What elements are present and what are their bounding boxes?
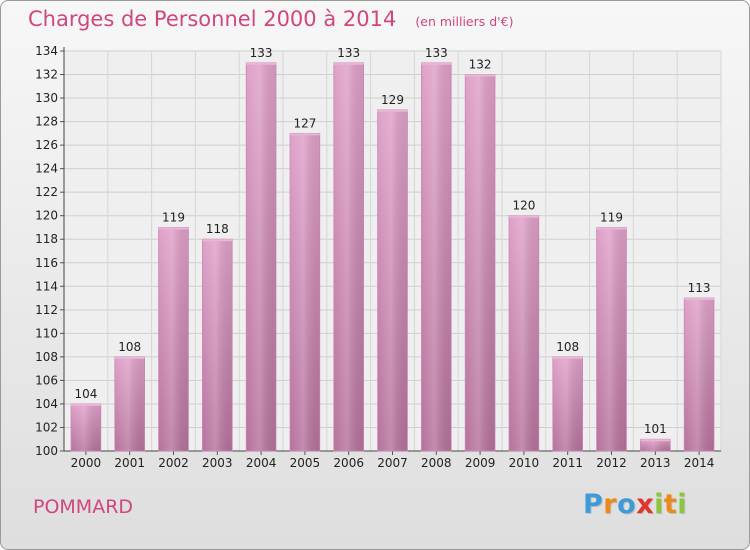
bars (70, 62, 715, 452)
bar-top-highlight (202, 239, 233, 242)
title-row: Charges de Personnel 2000 à 2014 (en mil… (28, 7, 513, 31)
logo-letter: P (583, 489, 604, 520)
x-tick-label: 2006 (333, 456, 364, 470)
bar-top-highlight (509, 215, 539, 218)
y-tick-label: 114 (35, 279, 58, 293)
bar-top-highlight (290, 133, 320, 136)
bar-sheen (509, 215, 539, 451)
x-tick-label: 2009 (465, 456, 496, 470)
y-tick-label: 110 (35, 326, 58, 340)
bar-sheen (333, 62, 364, 451)
data-label: 132 (469, 58, 492, 72)
x-tick-label: 2008 (421, 456, 452, 470)
bar-sheen (377, 109, 408, 451)
x-tick-label: 2002 (158, 456, 189, 470)
logo-letter: r (603, 489, 618, 520)
logo-letter: i (677, 489, 688, 520)
chart-title: Charges de Personnel 2000 à 2014 (28, 7, 397, 31)
data-label: 113 (688, 281, 711, 295)
data-label: 118 (206, 222, 229, 236)
bar-top-highlight (114, 356, 145, 359)
x-tick-label: 2011 (552, 456, 583, 470)
y-tick-label: 102 (35, 420, 58, 434)
bar-sheen (684, 298, 714, 451)
y-tick-label: 132 (35, 68, 58, 82)
bar-sheen (71, 403, 101, 451)
bar-sheen (114, 356, 145, 451)
data-label: 120 (512, 199, 535, 213)
bar-top-highlight (377, 109, 408, 112)
x-tick-label: 2013 (640, 456, 671, 470)
x-tick-label: 2007 (377, 456, 408, 470)
bar-sheen (596, 227, 627, 451)
data-label: 119 (162, 210, 185, 224)
y-tick-label: 100 (35, 444, 58, 458)
bar-top-highlight (465, 74, 495, 77)
y-tick-label: 134 (35, 44, 58, 58)
bar-sheen (640, 439, 671, 451)
x-tick-label: 2000 (71, 456, 102, 470)
y-tick-label: 106 (35, 373, 58, 387)
data-label: 108 (118, 340, 141, 354)
bar-sheen (246, 62, 276, 451)
y-tick-label: 128 (35, 115, 58, 129)
x-tick-label: 2010 (509, 456, 540, 470)
bar-top-highlight (552, 356, 583, 359)
bar-top-highlight (158, 227, 189, 230)
labels: 100 102 104 106 108 110 112 114 116 118 120 122 124 1… (35, 44, 714, 470)
data-label: 127 (293, 116, 316, 130)
logo-letter: i (654, 489, 664, 520)
data-label: 133 (337, 46, 360, 60)
bar-top-highlight (596, 227, 627, 230)
bar-sheen (421, 62, 452, 451)
data-label: 104 (74, 387, 97, 401)
data-label: 133 (425, 46, 448, 60)
y-tick-label: 120 (35, 209, 58, 223)
bar-top-highlight (333, 62, 364, 65)
y-tick-label: 130 (35, 91, 58, 105)
y-tick-label: 108 (35, 350, 58, 364)
data-label: 101 (644, 422, 667, 436)
commune-name: POMMARD (33, 496, 134, 518)
bar-sheen (202, 239, 233, 451)
y-tick-label: 104 (35, 397, 58, 411)
x-tick-label: 2001 (114, 456, 145, 470)
y-tick-label: 126 (35, 138, 58, 152)
y-tick-label: 118 (35, 232, 58, 246)
chart-subtitle: (en milliers d'€) (415, 14, 514, 29)
data-label: 108 (556, 340, 579, 354)
y-tick-label: 116 (35, 256, 58, 270)
x-tick-label: 2003 (202, 456, 233, 470)
y-tick-label: 124 (35, 162, 58, 176)
bar-sheen (552, 356, 583, 451)
bar-sheen (465, 74, 495, 451)
data-label: 133 (250, 46, 273, 60)
bar-top-highlight (246, 62, 276, 65)
logo-letter: t (663, 489, 678, 520)
bar-sheen (290, 133, 320, 451)
x-tick-label: 2012 (596, 456, 627, 470)
bar-top-highlight (684, 298, 714, 301)
proxiti-logo: Proxiti (583, 489, 687, 520)
x-tick-label: 2014 (684, 456, 715, 470)
x-tick-label: 2004 (246, 456, 277, 470)
bar-top-highlight (421, 62, 452, 65)
bar-top-highlight (71, 403, 101, 406)
y-tick-label: 112 (35, 303, 58, 317)
data-label: 129 (381, 93, 404, 107)
logo-letter: o (617, 489, 637, 520)
y-tick-label: 122 (35, 185, 58, 199)
bar-sheen (158, 227, 189, 451)
bar-top-highlight (640, 439, 671, 442)
data-label: 119 (600, 210, 623, 224)
logo-letter: x (636, 489, 655, 520)
x-tick-label: 2005 (290, 456, 321, 470)
